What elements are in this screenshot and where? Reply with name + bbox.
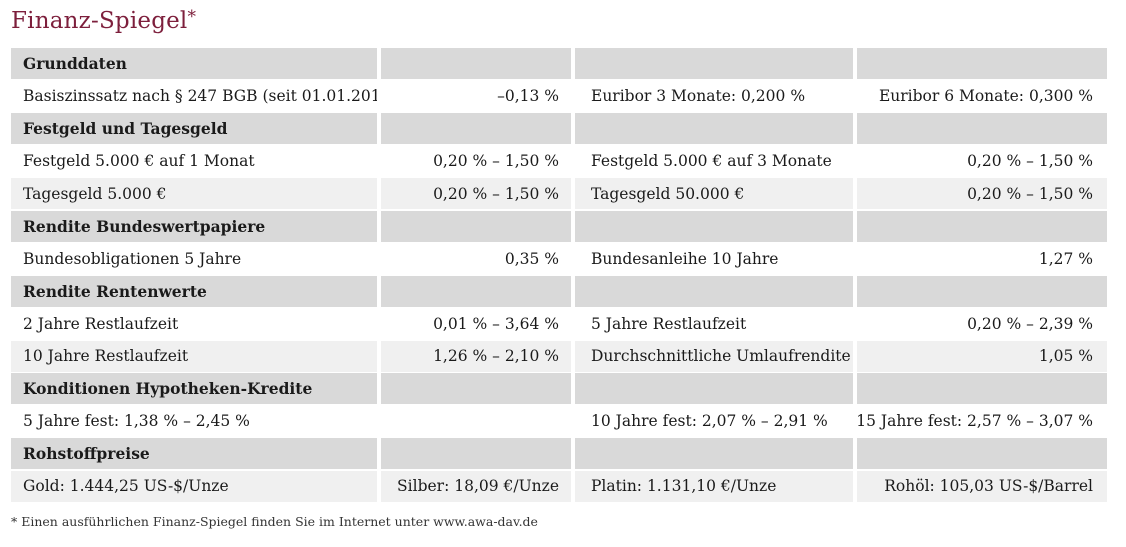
section-header-cell: Festgeld und Tagesgeld (11, 113, 377, 144)
section-header-row: Rendite Bundeswertpapiere (11, 210, 1107, 244)
title-footnote-marker: * (187, 7, 197, 27)
section-header-cell (575, 275, 853, 307)
table-cell: Rohöl: 105,03 US-$/Barrel (857, 470, 1107, 502)
table-cell: Gold: 1.444,25 US-$/Unze (11, 470, 377, 502)
table-row: 5 Jahre fest: 1,38 % – 2,45 % 10 Jahre fe… (11, 405, 1107, 439)
table-cell: 0,20 % – 1,50 % (857, 178, 1107, 209)
section-header-cell (381, 210, 571, 242)
table-cell: Festgeld 5.000 € auf 1 Monat (11, 145, 377, 177)
table-row: Basiszinssatz nach § 247 BGB (seit 01.01… (11, 80, 1107, 114)
table-cell: 0,20 % – 1,50 % (381, 178, 571, 209)
table-row: 2 Jahre Restlaufzeit 0,01 % – 3,64 % 5 Jah… (11, 308, 1107, 341)
table-cell: Bundesanleihe 10 Jahre (575, 243, 853, 274)
section-header-cell (857, 48, 1107, 79)
table-cell: 1,05 % (857, 340, 1107, 372)
table-cell: 2 Jahre Restlaufzeit (11, 308, 377, 339)
table-cell: 5 Jahre Restlaufzeit (575, 308, 853, 339)
table-cell: 15 Jahre fest: 2,57 % – 3,07 % (857, 405, 1107, 437)
section-header-cell: Grunddaten (11, 48, 377, 79)
table-row: Tagesgeld 5.000 €0,20 % – 1,50 % Tagesgel… (11, 178, 1107, 211)
section-header-row: Grunddaten (11, 48, 1107, 81)
table-cell: 0,20 % – 1,50 % (381, 145, 571, 177)
table-cell: 10 Jahre fest: 2,07 % – 2,91 % (575, 405, 853, 437)
section-header-row: Rendite Rentenwerte (11, 275, 1107, 309)
section-header-cell (857, 210, 1107, 242)
section-header-cell (381, 373, 571, 404)
table-row: Gold: 1.444,25 US-$/Unze Silber: 18,09 €/… (11, 470, 1107, 504)
section-header-cell (575, 48, 853, 79)
section-header-cell (857, 438, 1107, 469)
table-cell: 5 Jahre fest: 1,38 % – 2,45 % (11, 405, 377, 437)
section-header-row: Rohstoffpreise (11, 438, 1107, 471)
page-title: Finanz-Spiegel* (11, 7, 197, 34)
table-cell: Platin: 1.131,10 €/Unze (575, 470, 853, 502)
table-cell: Festgeld 5.000 € auf 3 Monate (575, 145, 853, 177)
section-header-cell (575, 210, 853, 242)
section-header-cell (575, 438, 853, 469)
table-cell: 0,20 % – 1,50 % (857, 145, 1107, 177)
section-header-cell (381, 438, 571, 469)
section-header-cell (575, 373, 853, 404)
section-header-row: Festgeld und Tagesgeld (11, 113, 1107, 146)
section-header-cell (381, 113, 571, 144)
section-header-cell (381, 48, 571, 79)
table-cell (381, 405, 571, 437)
table-cell: Basiszinssatz nach § 247 BGB (seit 01.01… (11, 80, 377, 112)
section-header-cell: Konditionen Hypotheken-Kredite (11, 373, 377, 404)
section-header-cell (857, 113, 1107, 144)
section-header-cell: Rendite Bundeswertpapiere (11, 210, 377, 242)
table-cell: 0,01 % – 3,64 % (381, 308, 571, 339)
table-cell: 0,20 % – 2,39 % (857, 308, 1107, 339)
section-header-cell (575, 113, 853, 144)
table-cell: 1,27 % (857, 243, 1107, 274)
table-row: 10 Jahre Restlaufzeit 1,26 % – 2,10 % Durc… (11, 340, 1107, 374)
table-cell: Silber: 18,09 €/Unze (381, 470, 571, 502)
section-header-cell: Rendite Rentenwerte (11, 275, 377, 307)
table-row: Bundesobligationen 5 Jahre 0,35 % Bundesan… (11, 243, 1107, 276)
section-header-cell (857, 373, 1107, 404)
section-header-cell (857, 275, 1107, 307)
table-cell: Euribor 3 Monate: 0,200 % (575, 80, 853, 112)
section-header-cell (381, 275, 571, 307)
footnote: * Einen ausführlichen Finanz-Spiegel fin… (11, 514, 538, 529)
section-header-row: Konditionen Hypotheken-Kredite (11, 373, 1107, 406)
table-cell: Euribor 6 Monate: 0,300 % (857, 80, 1107, 112)
finance-table: Grunddaten Basiszinssatz nach § 247 BGB (… (11, 48, 1107, 503)
table-row: Festgeld 5.000 € auf 1 Monat 0,20 % – 1,5… (11, 145, 1107, 179)
table-cell: Bundesobligationen 5 Jahre (11, 243, 377, 274)
table-cell: Tagesgeld 50.000 € (575, 178, 853, 209)
section-header-cell: Rohstoffpreise (11, 438, 377, 469)
table-cell: 0,35 % (381, 243, 571, 274)
table-cell: 1,26 % – 2,10 % (381, 340, 571, 372)
title-text: Finanz-Spiegel (11, 8, 188, 34)
table-cell: –0,13 % (381, 80, 571, 112)
table-cell: 10 Jahre Restlaufzeit (11, 340, 377, 372)
table-cell: Durchschnittliche Umlaufrendite (575, 340, 853, 372)
table-cell: Tagesgeld 5.000 € (11, 178, 377, 209)
